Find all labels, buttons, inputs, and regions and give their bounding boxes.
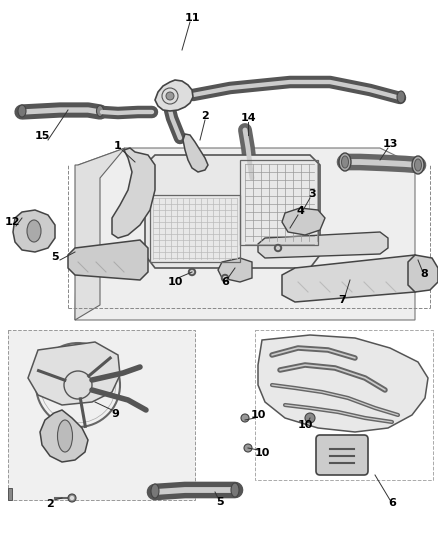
Polygon shape [68, 240, 148, 280]
Polygon shape [282, 208, 325, 235]
Polygon shape [155, 80, 193, 111]
Circle shape [191, 271, 194, 273]
Text: 6: 6 [221, 277, 229, 287]
Polygon shape [282, 255, 428, 302]
Polygon shape [218, 258, 252, 282]
Text: 4: 4 [296, 206, 304, 216]
Circle shape [166, 92, 174, 100]
Circle shape [188, 269, 195, 276]
Polygon shape [75, 148, 415, 320]
Polygon shape [145, 155, 320, 268]
Ellipse shape [151, 484, 159, 498]
Ellipse shape [27, 220, 41, 242]
Polygon shape [112, 148, 155, 238]
Circle shape [276, 246, 279, 249]
Text: 10: 10 [254, 448, 270, 458]
Text: 1: 1 [114, 141, 122, 151]
Polygon shape [28, 342, 120, 405]
Ellipse shape [414, 159, 421, 171]
Bar [150, 195, 240, 262]
Ellipse shape [342, 156, 349, 168]
Circle shape [68, 494, 76, 502]
Text: 14: 14 [240, 113, 256, 123]
Circle shape [222, 274, 229, 281]
Polygon shape [258, 232, 388, 258]
Text: 2: 2 [46, 499, 54, 509]
Ellipse shape [57, 420, 73, 452]
Bar [240, 160, 318, 245]
Ellipse shape [96, 106, 103, 117]
Ellipse shape [18, 105, 26, 117]
Text: 5: 5 [51, 252, 59, 262]
Bar [255, 330, 433, 480]
Polygon shape [408, 255, 438, 292]
Text: 3: 3 [308, 189, 316, 199]
Text: 7: 7 [338, 295, 346, 305]
Ellipse shape [231, 483, 239, 497]
Text: 13: 13 [382, 139, 398, 149]
Text: 9: 9 [111, 409, 119, 419]
Text: 5: 5 [216, 497, 224, 507]
Circle shape [64, 371, 92, 399]
Text: 10: 10 [297, 420, 313, 430]
Text: 10: 10 [167, 277, 183, 287]
Circle shape [244, 444, 252, 452]
Circle shape [275, 245, 282, 252]
Ellipse shape [412, 156, 424, 174]
Text: 11: 11 [184, 13, 200, 23]
FancyBboxPatch shape [316, 435, 368, 475]
Polygon shape [8, 330, 195, 500]
Circle shape [305, 413, 315, 423]
Polygon shape [75, 148, 125, 320]
Polygon shape [258, 335, 428, 432]
Text: 8: 8 [420, 269, 428, 279]
Bar [8, 488, 12, 500]
Text: 15: 15 [34, 131, 49, 141]
Polygon shape [183, 134, 208, 172]
Polygon shape [13, 210, 55, 252]
Text: 2: 2 [201, 111, 209, 121]
Ellipse shape [397, 91, 405, 103]
Circle shape [71, 497, 74, 499]
Text: 6: 6 [388, 498, 396, 508]
Polygon shape [40, 410, 88, 462]
Circle shape [223, 277, 226, 279]
Text: 10: 10 [250, 410, 266, 420]
Text: 12: 12 [4, 217, 20, 227]
Circle shape [241, 414, 249, 422]
Ellipse shape [339, 153, 351, 171]
